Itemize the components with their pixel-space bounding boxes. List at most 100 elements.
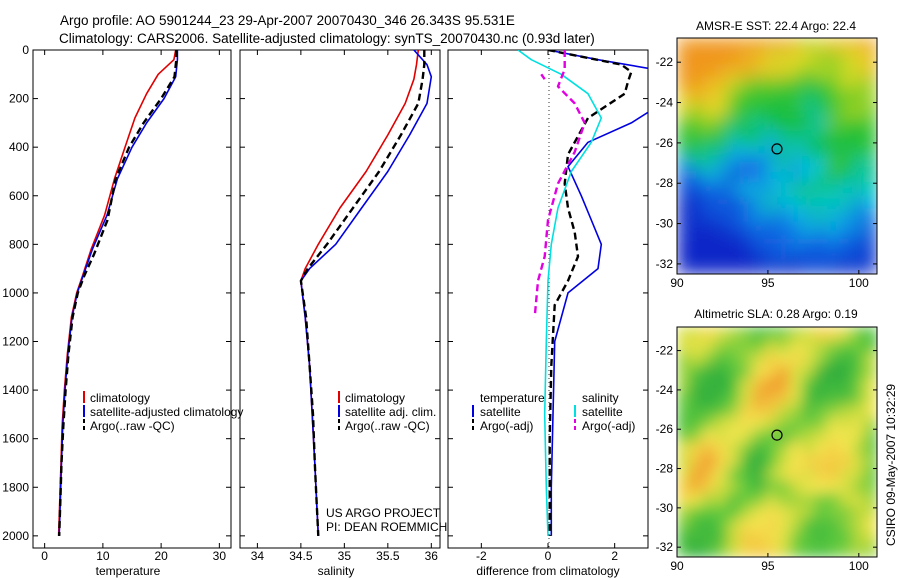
map-cell: [864, 129, 877, 144]
map-cell: [864, 38, 877, 52]
map-cell: [752, 390, 766, 405]
map-cell: [727, 51, 741, 65]
map-cell: [702, 247, 716, 262]
x-tick-label: 0: [41, 549, 48, 563]
map-cell: [714, 505, 728, 520]
map-cell: [689, 467, 703, 481]
map-cell: [689, 390, 703, 405]
map-cell: [827, 64, 841, 78]
map-cell: [752, 327, 766, 341]
map-cell: [802, 378, 816, 392]
map-cell: [864, 365, 877, 379]
map-cell: [814, 378, 828, 392]
series-line-argo: [299, 50, 426, 536]
map-cell: [739, 156, 753, 170]
map-cell: [827, 416, 841, 430]
map-cell: [802, 247, 816, 262]
map-cell: [702, 493, 716, 507]
map-cell: [702, 505, 716, 520]
map-cell: [689, 442, 703, 456]
temperature-legend: climatology satellite-adjusted climatolo…: [83, 391, 243, 433]
map-cell: [752, 260, 766, 274]
map-cell: [777, 378, 791, 392]
map-cell: [689, 260, 703, 274]
map-cell: [764, 378, 778, 392]
map-cell: [864, 247, 877, 262]
map-cell: [714, 208, 728, 223]
map-cell: [677, 77, 691, 91]
map-cell: [764, 429, 778, 443]
map-cell: [827, 429, 841, 443]
map-cell: [789, 51, 803, 65]
y-tick-label: 800: [9, 237, 29, 251]
map-cell: [752, 544, 766, 557]
legend-label-sal-satellite: satellite: [582, 405, 623, 419]
map-cell: [802, 38, 816, 52]
map-cell: [814, 467, 828, 481]
map-cell: [777, 208, 791, 223]
map-cell: [677, 64, 691, 78]
map-cell: [739, 327, 753, 341]
map-cell: [764, 403, 778, 418]
map-cell: [852, 38, 866, 52]
salinity-legend: climatology satellite adj. clim. Argo(..…: [326, 391, 447, 534]
map-cell: [777, 327, 791, 341]
map-cell: [852, 129, 866, 144]
map-cell: [839, 90, 853, 105]
map-cell: [702, 518, 716, 533]
map-cell: [752, 208, 766, 223]
map-cell: [827, 142, 841, 157]
map-cell: [827, 182, 841, 196]
pi-label: PI: DEAN ROEMMICH: [326, 520, 447, 534]
map-cell: [739, 505, 753, 520]
map-cell: [702, 169, 716, 183]
map-cell: [777, 365, 791, 379]
map-cell: [839, 221, 853, 236]
map-cell: [864, 403, 877, 418]
map-cell: [752, 518, 766, 533]
map-cell: [714, 38, 728, 52]
map-cell: [864, 429, 877, 443]
map-cell: [764, 339, 778, 354]
map-cell: [677, 505, 691, 520]
map-cell: [839, 208, 853, 223]
map-cell: [777, 129, 791, 144]
map-cell: [764, 390, 778, 405]
map-cell: [827, 208, 841, 223]
map-cell: [777, 116, 791, 131]
map-cell: [802, 442, 816, 456]
map-cell: [839, 442, 853, 456]
map-cell: [727, 64, 741, 78]
map-cell: [689, 327, 703, 341]
map-cell: [739, 247, 753, 262]
map-cell: [727, 390, 741, 405]
y-tick-label: 200: [9, 92, 29, 106]
map-cell: [714, 142, 728, 157]
map-cell: [814, 416, 828, 430]
map-cell: [739, 208, 753, 223]
map-cell: [702, 442, 716, 456]
map-cell: [864, 142, 877, 157]
map-cell: [802, 327, 816, 341]
x-tick-label: 90: [670, 559, 684, 573]
map-cell: [727, 208, 741, 223]
map-cell: [714, 518, 728, 533]
map-cell: [802, 454, 816, 469]
map-cell: [764, 416, 778, 430]
map-cell: [764, 169, 778, 183]
map-cell: [777, 247, 791, 262]
map-cell: [777, 352, 791, 366]
map-cell: [864, 352, 877, 366]
map-cell: [714, 247, 728, 262]
map-cell: [814, 116, 828, 131]
map-cell: [802, 260, 816, 274]
map-cell: [764, 365, 778, 379]
map-cell: [727, 247, 741, 262]
map-cell: [702, 352, 716, 366]
sla-field: [677, 327, 877, 557]
map-cell: [852, 505, 866, 520]
map-cell: [727, 493, 741, 507]
map-cell: [714, 103, 728, 118]
map-cell: [789, 182, 803, 196]
map-cell: [852, 64, 866, 78]
